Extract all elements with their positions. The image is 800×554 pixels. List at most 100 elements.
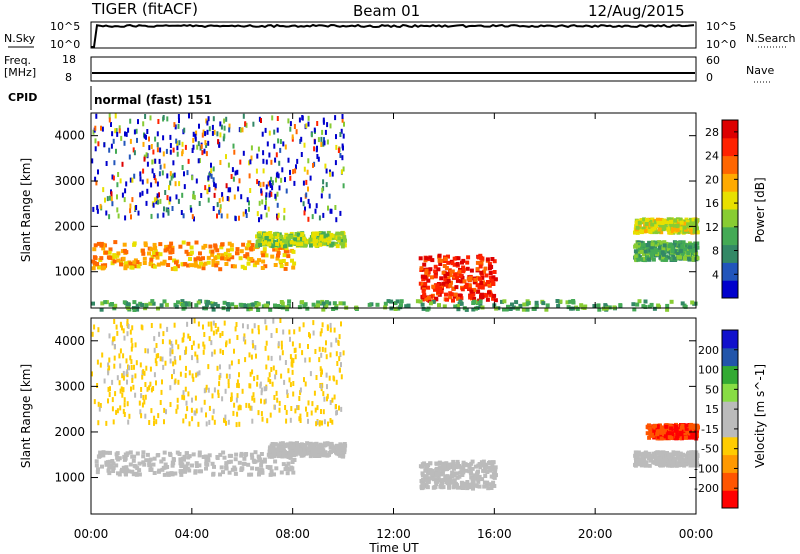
data-cell — [693, 243, 698, 248]
data-cell — [662, 431, 666, 436]
data-cell — [439, 276, 444, 281]
data-cell — [197, 469, 202, 474]
data-cell — [423, 275, 427, 280]
data-cell — [97, 420, 100, 426]
data-cell — [229, 247, 234, 252]
data-cell — [267, 449, 272, 454]
data-cell — [418, 256, 423, 261]
data-cell — [191, 397, 193, 403]
data-cell — [421, 288, 426, 293]
data-cell — [268, 472, 273, 477]
data-cell — [230, 392, 233, 398]
data-cell — [329, 450, 333, 454]
data-cell — [233, 149, 236, 155]
data-cell — [256, 381, 259, 387]
data-cell — [276, 202, 279, 208]
data-cell — [225, 183, 228, 189]
data-cell — [274, 193, 277, 199]
data-cell — [166, 173, 169, 179]
data-cell — [647, 426, 652, 431]
data-cell — [207, 453, 212, 458]
data-cell — [257, 410, 260, 416]
data-cell — [182, 457, 186, 462]
data-cell — [135, 360, 138, 366]
data-cell — [393, 307, 398, 311]
data-cell — [475, 484, 480, 489]
data-cell — [148, 262, 153, 267]
data-cell — [155, 343, 158, 348]
data-cell — [156, 469, 161, 474]
data-cell — [181, 141, 184, 147]
data-cell — [133, 364, 135, 370]
data-cell — [690, 433, 695, 438]
data-cell — [596, 303, 601, 308]
velocity-colorbar-label: Velocity [m s^-1] — [753, 364, 767, 468]
data-cell — [675, 249, 680, 254]
data-cell — [250, 455, 255, 460]
data-cell — [275, 152, 278, 158]
data-cell — [210, 162, 212, 168]
data-cell — [195, 130, 198, 136]
data-cell — [192, 137, 195, 143]
data-cell — [683, 256, 687, 261]
data-cell — [212, 320, 215, 326]
data-cell — [186, 241, 191, 246]
x-tick-label: 00:00 — [679, 527, 714, 541]
data-cell — [184, 349, 187, 355]
data-cell — [229, 453, 234, 458]
data-cell — [472, 280, 477, 285]
data-cell — [279, 139, 282, 144]
data-cell — [264, 127, 267, 133]
data-cell — [158, 171, 161, 177]
data-cell — [200, 144, 203, 150]
data-cell — [169, 385, 172, 391]
data-cell — [175, 408, 178, 414]
data-cell — [150, 213, 153, 219]
data-cell — [130, 365, 133, 370]
data-cell — [272, 365, 275, 371]
data-cell — [232, 176, 235, 182]
data-cell — [228, 127, 231, 133]
data-cell — [300, 445, 305, 449]
data-cell — [191, 452, 196, 457]
data-cell — [108, 247, 113, 252]
data-cell — [277, 138, 280, 144]
data-cell — [304, 381, 307, 387]
data-cell — [484, 465, 489, 470]
data-cell — [602, 306, 606, 311]
data-cell — [306, 240, 311, 245]
data-cell — [119, 388, 122, 394]
data-cell — [94, 459, 99, 464]
data-cell — [252, 121, 255, 127]
data-cell — [526, 301, 531, 306]
data-cell — [198, 257, 203, 262]
data-cell — [469, 289, 474, 294]
data-cell — [141, 454, 146, 459]
data-cell — [233, 467, 238, 472]
data-cell — [188, 421, 191, 427]
data-cell — [254, 301, 259, 305]
data-cell — [257, 458, 262, 463]
data-cell — [183, 469, 187, 474]
data-cell — [191, 345, 193, 350]
data-cell — [168, 199, 171, 205]
data-cell — [155, 199, 158, 205]
data-cell — [187, 333, 190, 339]
data-cell — [313, 161, 316, 167]
data-cell — [316, 420, 319, 425]
data-cell — [531, 306, 536, 311]
data-cell — [163, 419, 165, 425]
data-cell — [169, 347, 172, 353]
data-cell — [660, 257, 665, 262]
data-cell — [179, 371, 182, 377]
data-cell — [219, 245, 224, 250]
data-cell — [238, 372, 240, 378]
data-cell — [650, 242, 655, 247]
data-cell — [227, 196, 230, 202]
data-cell — [455, 278, 460, 283]
data-cell — [145, 152, 148, 158]
data-cell — [130, 346, 133, 352]
data-cell — [235, 251, 239, 256]
data-cell — [103, 378, 106, 384]
data-cell — [123, 140, 126, 146]
